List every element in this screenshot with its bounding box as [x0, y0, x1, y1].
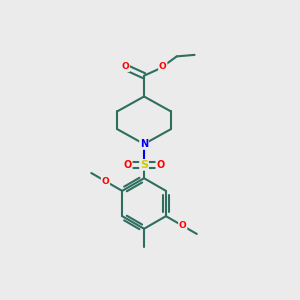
Text: O: O	[102, 177, 109, 186]
Text: S: S	[140, 160, 148, 170]
Text: N: N	[140, 139, 148, 149]
Text: O: O	[156, 160, 164, 170]
Text: O: O	[124, 160, 132, 170]
Text: O: O	[179, 221, 187, 230]
Text: O: O	[159, 62, 167, 71]
Text: O: O	[122, 62, 129, 71]
